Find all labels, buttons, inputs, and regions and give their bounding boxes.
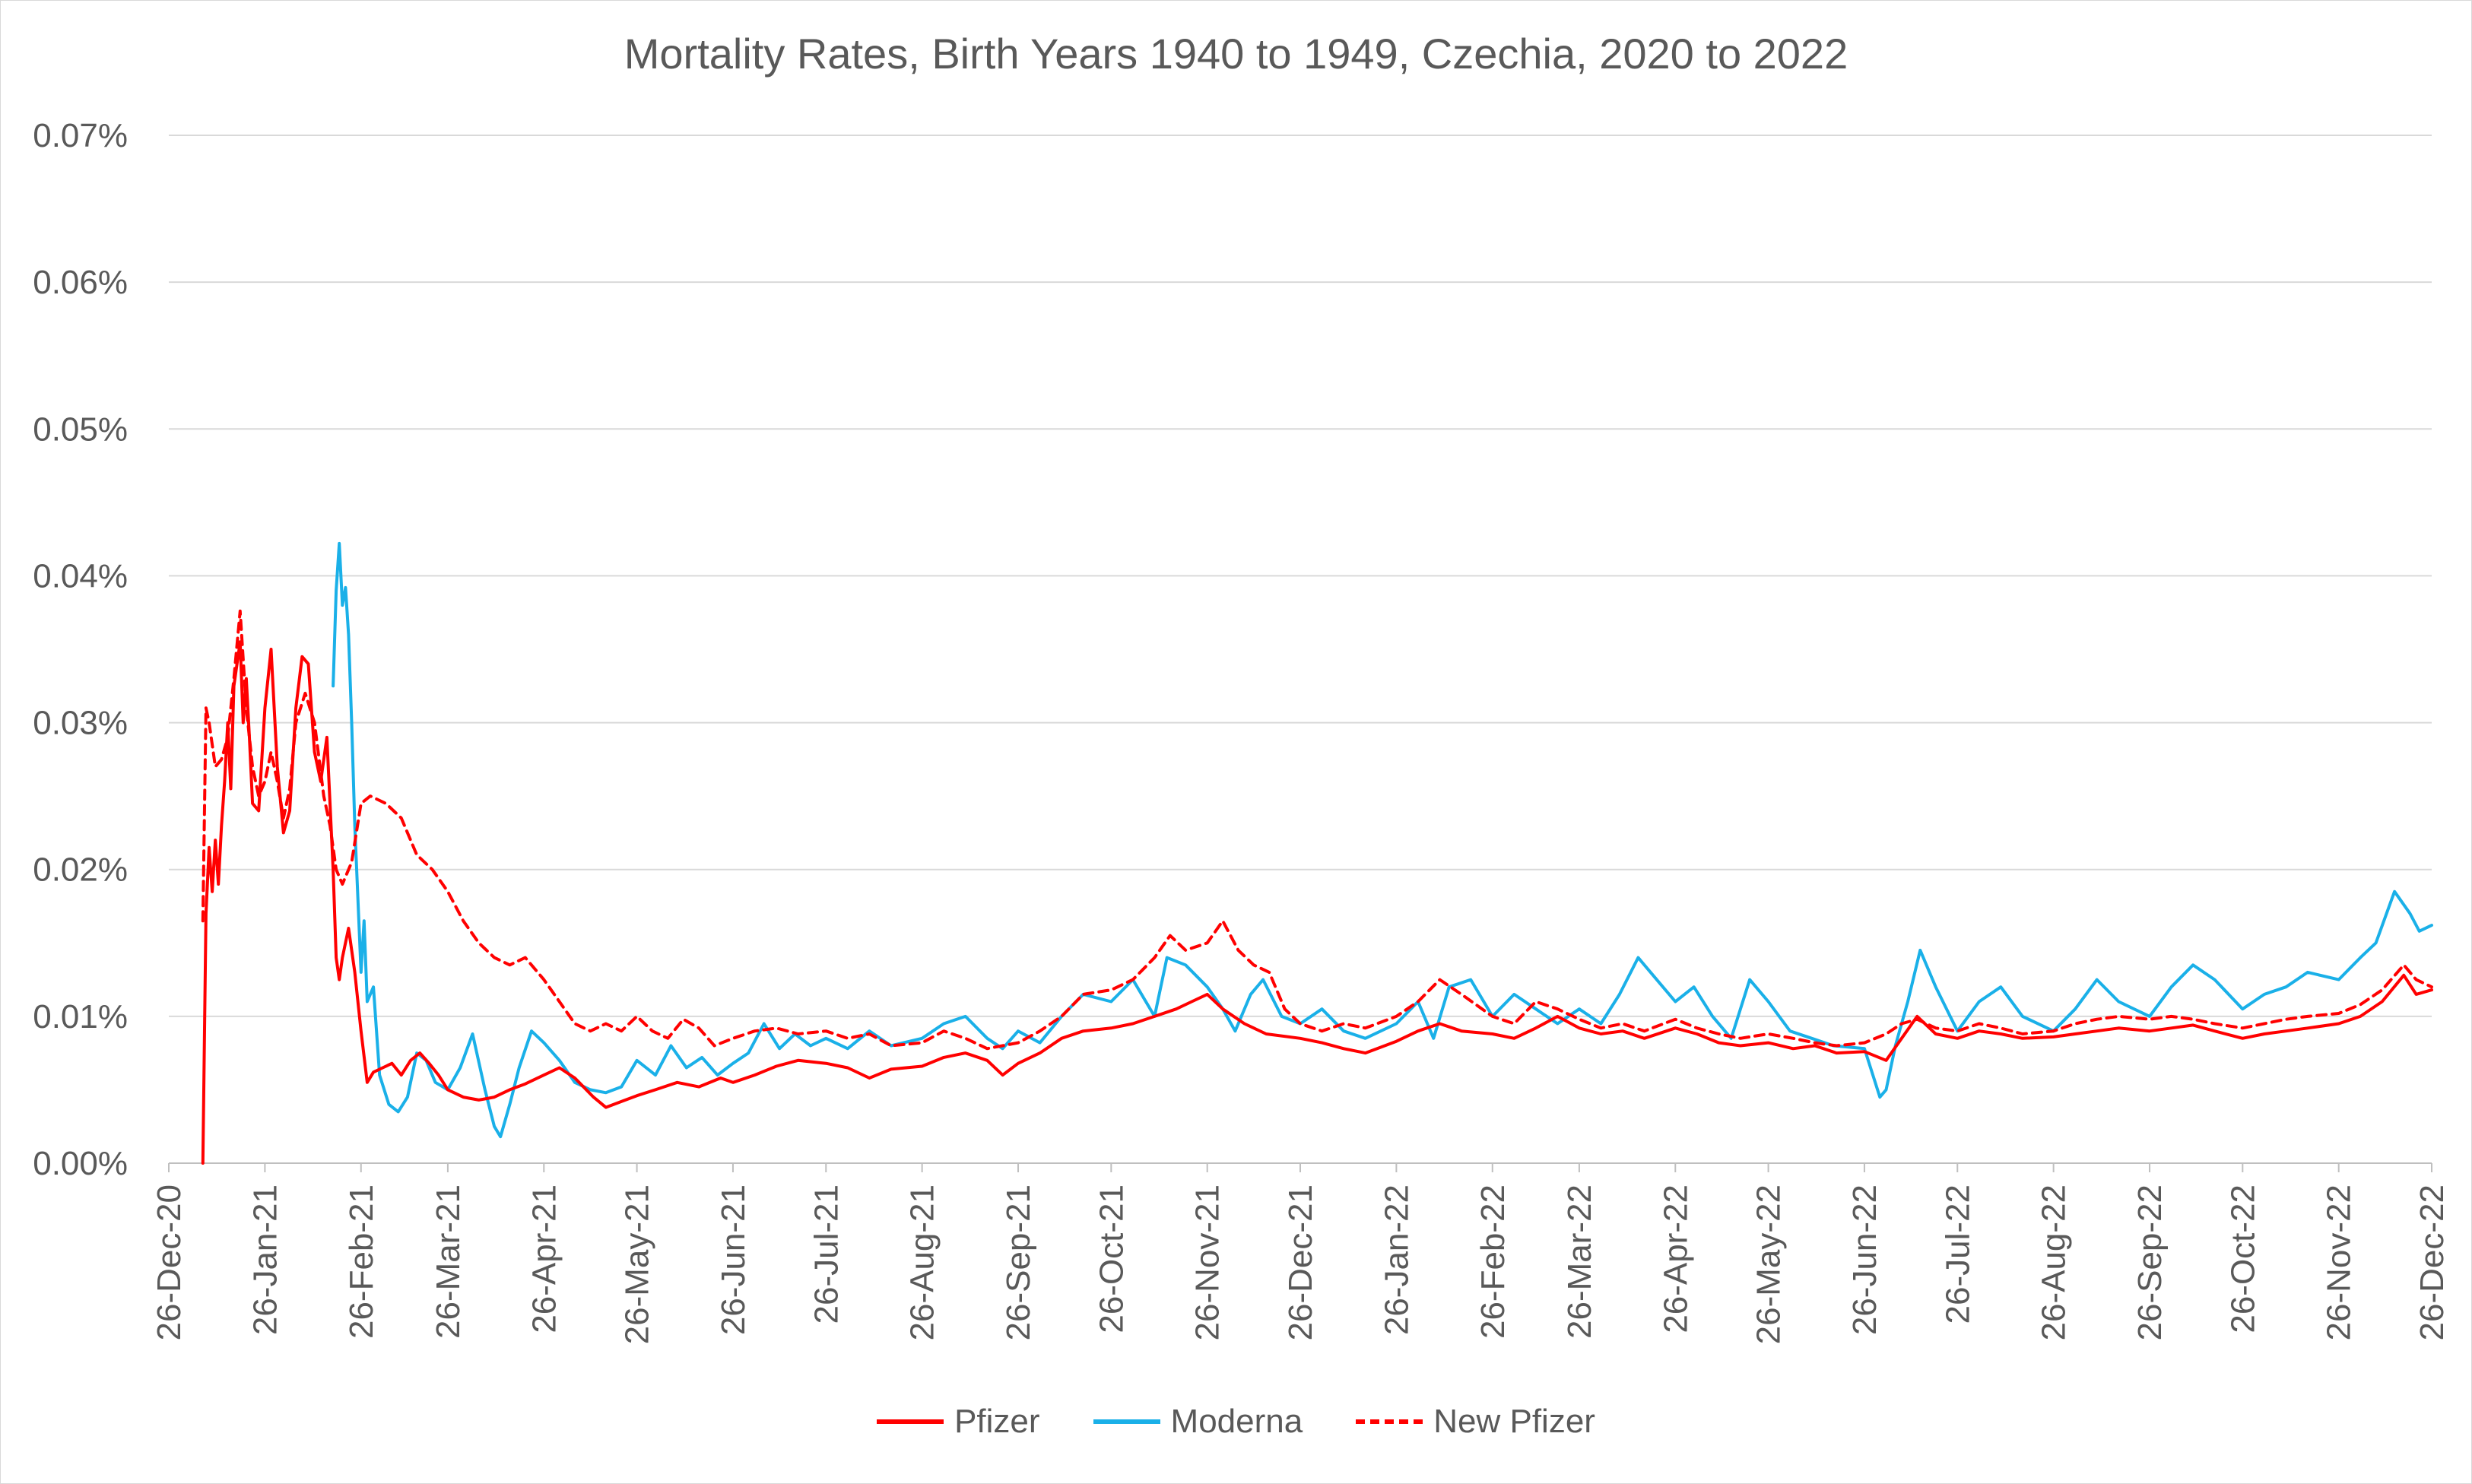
legend-swatch [1356,1419,1423,1424]
y-tick-label: 0.03% [33,705,128,742]
legend-label: Moderna [1170,1403,1303,1440]
chart-title: Mortality Rates, Birth Years 1940 to 194… [624,30,1848,78]
x-tick-label: 26-Sep-21 [1000,1184,1037,1340]
y-tick-label: 0.06% [33,264,128,301]
x-tick-label: 26-Oct-21 [1093,1184,1130,1333]
x-tick-label: 26-Jan-22 [1378,1184,1415,1335]
x-tick-label: 26-Jun-22 [1846,1184,1883,1335]
legend-item: Moderna [1093,1403,1303,1441]
series-line-moderna [332,541,2433,1139]
x-tick-label: 26-Jul-21 [808,1184,845,1324]
x-tick-label: 26-Nov-21 [1189,1184,1226,1340]
y-tick-label: 0.02% [33,851,128,889]
series-line-new-pfizer [201,609,2433,1051]
x-tick-label: 26-Dec-22 [2413,1184,2451,1340]
x-tick-label: 26-Dec-21 [1282,1184,1319,1340]
x-tick-label: 26-May-22 [1750,1184,1788,1344]
legend-swatch [1093,1419,1160,1424]
y-tick-label: 0.05% [33,411,128,448]
legend-label: New Pfizer [1433,1403,1595,1440]
gridlines [169,135,2432,1017]
y-tick-label: 0.01% [33,998,128,1035]
y-axis-tick-labels: 0.00% 0.01% 0.02% 0.03% 0.04% 0.05% 0.06% 0.07% [33,117,128,1182]
series-lines [201,541,2433,1165]
x-tick-label: 26-May-21 [619,1184,656,1344]
legend-item: New Pfizer [1356,1403,1595,1441]
x-tick-label: 26-Dec-20 [151,1184,188,1340]
legend: Pfizer Moderna New Pfizer [0,1403,2472,1441]
x-tick-label: 26-Jan-21 [246,1184,284,1335]
x-tick-label: 26-Oct-22 [2224,1184,2261,1333]
x-tick-label: 26-Nov-22 [2321,1184,2358,1340]
y-tick-label: 0.04% [33,557,128,595]
x-tick-label: 26-Sep-22 [2131,1184,2169,1340]
x-tick-label: 26-Mar-21 [430,1184,467,1339]
x-tick-label: 26-Apr-22 [1657,1184,1694,1333]
x-tick-label: 26-Feb-22 [1474,1184,1512,1339]
legend-label: Pfizer [954,1403,1040,1440]
x-tick-label: 26-Aug-21 [904,1184,941,1340]
x-axis-tick-labels: 26-Dec-20 26-Jan-21 26-Feb-21 26-Mar-21 26-A… [151,1184,2451,1344]
y-tick-label: 0.07% [33,117,128,154]
x-tick-label: 26-Aug-22 [2036,1184,2073,1340]
x-tick-label: 26-Jul-22 [1939,1184,1976,1324]
series-line-pfizer [201,640,2433,1165]
x-tick-label: 26-Mar-22 [1561,1184,1598,1339]
x-tick-label: 26-Jun-21 [715,1184,752,1335]
x-tick-label: 26-Apr-21 [525,1184,563,1333]
x-tick-label: 26-Feb-21 [343,1184,380,1339]
y-tick-label: 0.00% [33,1145,128,1182]
legend-swatch [877,1419,944,1424]
x-axis [168,1162,2432,1172]
legend-item: Pfizer [877,1403,1040,1441]
